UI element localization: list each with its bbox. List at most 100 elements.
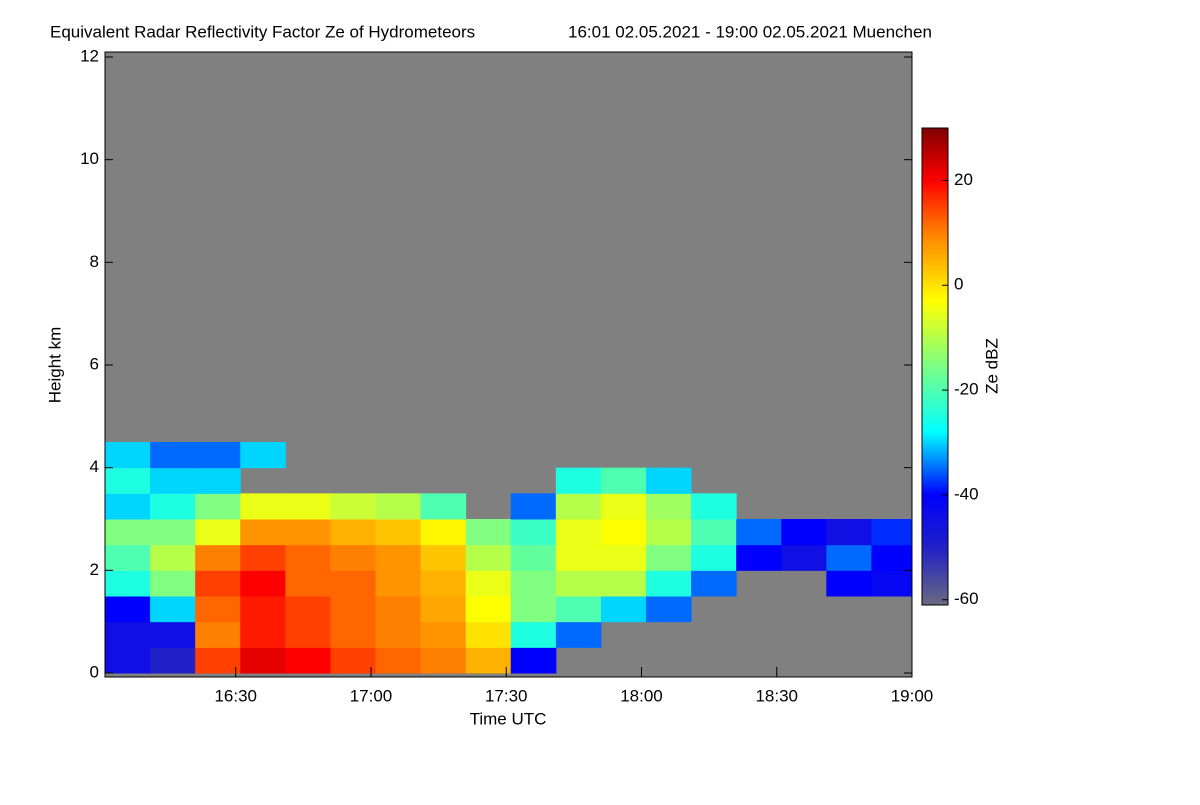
x-tick-label: 19:00	[891, 686, 934, 705]
heat-cell	[375, 621, 422, 648]
heat-cell	[240, 596, 286, 623]
colorbar-tick-label: 0	[954, 275, 963, 294]
heat-cell	[826, 544, 872, 571]
y-tick-label: 12	[80, 46, 99, 65]
heat-cell	[375, 596, 422, 623]
heat-cell	[195, 596, 241, 623]
y-tick-label: 6	[90, 354, 99, 373]
x-tick-label: 17:00	[350, 686, 393, 705]
heat-cell	[555, 519, 602, 546]
heat-cell	[555, 570, 602, 597]
heat-cell	[510, 621, 557, 648]
heat-cell	[150, 467, 196, 494]
heat-cell	[105, 467, 151, 494]
heat-cell	[555, 493, 602, 520]
heat-cell	[240, 493, 286, 520]
heat-cell	[330, 570, 377, 597]
heat-cell	[555, 621, 602, 648]
colorbar-tick-label: -40	[954, 484, 979, 503]
heat-cell	[375, 570, 422, 597]
heat-cell	[691, 570, 737, 597]
heat-cell	[600, 596, 647, 623]
heat-cell	[465, 621, 512, 648]
heat-cell	[465, 544, 512, 571]
y-tick-label: 2	[90, 560, 99, 579]
colorbar	[921, 127, 949, 606]
heat-cell	[240, 570, 286, 597]
heat-cell	[285, 570, 331, 597]
heat-cell	[285, 621, 331, 648]
chart-title: Equivalent Radar Reflectivity Factor Ze …	[50, 22, 475, 41]
heat-cell	[420, 570, 467, 597]
heat-cell	[555, 544, 602, 571]
heat-cell	[150, 442, 196, 469]
heat-cell	[420, 596, 467, 623]
heat-cell	[465, 519, 512, 546]
heat-cell	[420, 544, 467, 571]
colorbar-tick-label: -60	[954, 589, 979, 608]
heat-cell	[150, 570, 196, 597]
heat-cell	[781, 544, 827, 571]
colorbar-tick-label: 20	[954, 170, 973, 189]
heat-cell	[240, 647, 286, 674]
heat-cell	[150, 647, 196, 674]
heat-cell	[510, 519, 557, 546]
heat-cell	[195, 621, 241, 648]
heat-cell	[420, 621, 467, 648]
heat-cell	[330, 519, 377, 546]
y-tick-label: 4	[90, 457, 99, 476]
y-tick-label: 10	[80, 149, 99, 168]
heat-cell	[150, 544, 196, 571]
heat-cell	[510, 647, 557, 674]
heat-cell	[105, 519, 151, 546]
x-tick-label: 16:30	[214, 686, 257, 705]
heat-cell	[781, 519, 827, 546]
heat-cell	[600, 544, 647, 571]
x-tick-label: 17:30	[485, 686, 528, 705]
heat-cell	[646, 544, 692, 571]
colorbar-tick-label: -20	[954, 380, 979, 399]
heat-cell	[510, 493, 557, 520]
heat-cell	[646, 570, 692, 597]
heat-cell	[195, 647, 241, 674]
heat-cell	[510, 570, 557, 597]
heat-cell	[420, 647, 467, 674]
heat-cell	[285, 519, 331, 546]
chart-subtitle: 16:01 02.05.2021 - 19:00 02.05.2021 Muen…	[568, 22, 932, 41]
heat-cell	[826, 519, 872, 546]
heat-cell	[646, 467, 692, 494]
heat-cell	[871, 570, 913, 597]
heat-cell	[871, 519, 913, 546]
x-axis-label: Time UTC	[470, 709, 547, 728]
heat-cell	[285, 544, 331, 571]
y-tick-label: 8	[90, 252, 99, 271]
heat-cell	[465, 647, 512, 674]
heat-cell	[375, 647, 422, 674]
heat-cell	[691, 544, 737, 571]
heat-cell	[105, 493, 151, 520]
heat-cell	[465, 596, 512, 623]
heat-cell	[600, 570, 647, 597]
x-tick-label: 18:00	[620, 686, 663, 705]
heat-cell	[691, 493, 737, 520]
heat-cell	[285, 493, 331, 520]
heat-cell	[105, 647, 151, 674]
heat-cell	[330, 493, 377, 520]
y-axis-label: Height km	[45, 327, 64, 404]
heat-cell	[195, 519, 241, 546]
heat-cell	[375, 519, 422, 546]
heat-cell	[195, 442, 241, 469]
heat-cell	[330, 621, 377, 648]
heat-cell	[105, 570, 151, 597]
heat-cell	[736, 544, 782, 571]
heat-cell	[600, 519, 647, 546]
heat-cell	[105, 544, 151, 571]
heat-cell	[195, 570, 241, 597]
x-tick-label: 18:30	[755, 686, 798, 705]
heat-cell	[510, 544, 557, 571]
heat-cell	[285, 596, 331, 623]
heat-cell	[150, 596, 196, 623]
heat-cell	[646, 519, 692, 546]
heat-cell	[600, 493, 647, 520]
